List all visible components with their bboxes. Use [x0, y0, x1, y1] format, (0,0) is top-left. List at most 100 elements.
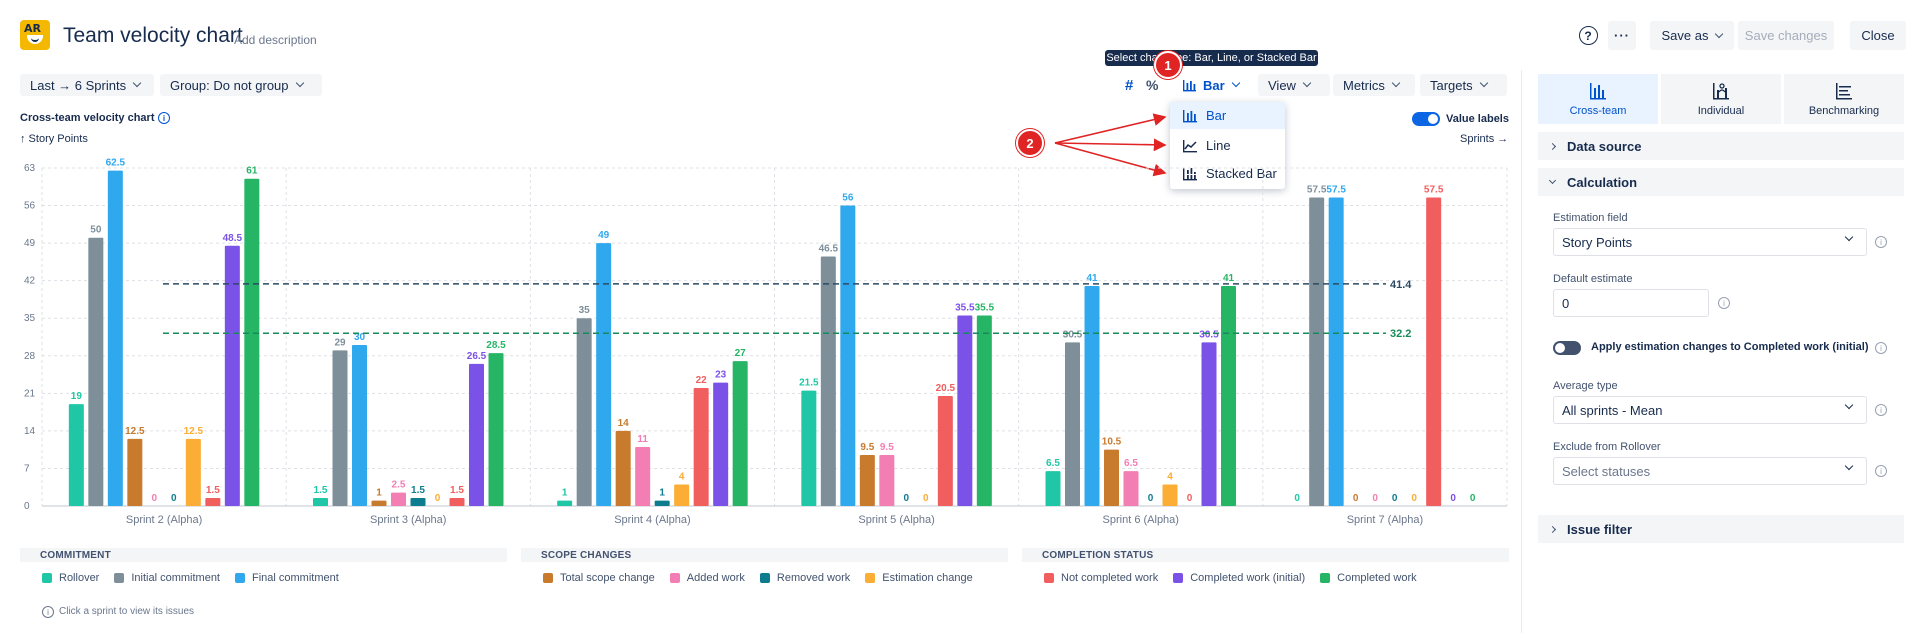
- help-icon[interactable]: i: [1875, 404, 1887, 416]
- legend-item-added-work[interactable]: Added work: [669, 572, 745, 584]
- exclude-rollover-label: Exclude from Rollover: [1553, 441, 1661, 453]
- target-label: 41.4: [1390, 279, 1412, 291]
- select-placeholder: Select statuses: [1562, 463, 1651, 479]
- bar-value-label: 0: [1187, 493, 1193, 504]
- metrics-button[interactable]: Metrics: [1333, 74, 1415, 96]
- x-tick-label: Sprint 6 (Alpha): [1103, 514, 1179, 526]
- bar-value-label: 0: [1450, 493, 1456, 504]
- chart-mode-tabs: Cross-team Individual Benchmarking: [1538, 74, 1904, 124]
- section-label: Data source: [1567, 138, 1642, 154]
- bar-value-label: 1: [376, 488, 382, 499]
- bar-value-label: 12.5: [184, 426, 204, 437]
- save-as-label: Save as: [1661, 28, 1709, 43]
- default-estimate-input[interactable]: 0: [1553, 289, 1709, 317]
- page-title[interactable]: Team velocity chart: [63, 24, 243, 47]
- help-icon[interactable]: i: [1875, 236, 1887, 248]
- sprints-filter-button[interactable]: Last → 6 Sprints: [20, 74, 154, 96]
- estimation-field-select[interactable]: Story Points: [1553, 228, 1867, 256]
- bar: [371, 500, 387, 506]
- tab-individual[interactable]: Individual: [1661, 74, 1781, 124]
- section-data-source[interactable]: Data source: [1538, 132, 1904, 160]
- value-labels-toggle[interactable]: [1412, 112, 1440, 126]
- bar: [635, 446, 651, 506]
- bar: [557, 500, 573, 506]
- benchmark-chart-icon: [1836, 82, 1852, 99]
- legend-item-estimation-change[interactable]: Estimation change: [865, 572, 973, 584]
- bar: [596, 243, 612, 506]
- input-value: 0: [1562, 295, 1570, 311]
- legend-item-completed-work-initial[interactable]: Completed work (initial): [1173, 572, 1305, 584]
- bar-value-label: 28.5: [486, 340, 506, 351]
- bar-value-label: 61: [246, 166, 258, 177]
- bar: [107, 170, 123, 506]
- legend-item-final-commitment[interactable]: Final commitment: [235, 572, 339, 584]
- bar-value-label: 50: [90, 225, 102, 236]
- menu-item-line[interactable]: Line: [1170, 132, 1285, 159]
- absolute-values-toggle[interactable]: #: [1125, 76, 1134, 94]
- bar-value-label: 9.5: [860, 442, 874, 453]
- chevron-down-icon: [1231, 78, 1240, 88]
- save-changes-button[interactable]: Save changes: [1738, 21, 1834, 50]
- group-by-button[interactable]: Group: Do not group: [160, 74, 322, 96]
- bar-value-label: 4: [1167, 472, 1173, 483]
- help-icon[interactable]: i: [1875, 465, 1887, 477]
- apply-estimation-label: Apply estimation changes to Completed wo…: [1591, 341, 1869, 353]
- chevron-down-icon: [1479, 78, 1488, 88]
- bar-value-label: 26.5: [467, 351, 487, 362]
- y-axis-label: ↑ Story Points: [20, 133, 88, 145]
- legend-item-completed-work[interactable]: Completed work: [1320, 572, 1417, 584]
- view-button[interactable]: View: [1258, 74, 1330, 96]
- legend-item-not-completed-work[interactable]: Not completed work: [1044, 572, 1158, 584]
- bar: [820, 256, 836, 506]
- targets-button[interactable]: Targets: [1420, 74, 1507, 96]
- bar-value-label: 46.5: [819, 244, 839, 255]
- section-issue-filter[interactable]: Issue filter: [1538, 515, 1904, 543]
- help-icon[interactable]: i: [1718, 297, 1730, 309]
- apply-estimation-toggle[interactable]: [1553, 341, 1581, 355]
- chevron-down-icon: [1844, 461, 1854, 471]
- percent-values-toggle[interactable]: %: [1146, 77, 1159, 93]
- menu-item-stacked-bar[interactable]: Stacked Bar: [1170, 160, 1285, 187]
- x-tick-label: Sprint 3 (Alpha): [370, 514, 446, 526]
- bar: [449, 497, 465, 506]
- legend-item-total-scope-change[interactable]: Total scope change: [543, 572, 655, 584]
- more-button[interactable]: ···: [1608, 21, 1636, 50]
- legend-item-removed-work[interactable]: Removed work: [759, 572, 850, 584]
- close-button[interactable]: Close: [1850, 21, 1906, 50]
- bar-value-label: 1: [659, 488, 665, 499]
- average-type-select[interactable]: All sprints - Mean: [1553, 396, 1867, 424]
- legend-item-rollover[interactable]: Rollover: [42, 572, 99, 584]
- help-icon[interactable]: i: [1875, 342, 1887, 354]
- chevron-down-icon: [295, 78, 304, 88]
- legend-label: Initial commitment: [131, 572, 220, 584]
- bar: [224, 245, 240, 506]
- tab-cross-team[interactable]: Cross-team: [1538, 74, 1658, 124]
- bar: [1201, 342, 1217, 506]
- legend-item-initial-commitment[interactable]: Initial commitment: [114, 572, 220, 584]
- menu-item-bar[interactable]: Bar: [1170, 102, 1285, 129]
- exclude-rollover-select[interactable]: Select statuses: [1553, 457, 1867, 485]
- info-icon[interactable]: i: [158, 112, 170, 124]
- app-logo: AR: [20, 20, 50, 50]
- bar-value-label: 57.5: [1326, 185, 1346, 196]
- help-button[interactable]: ?: [1574, 21, 1602, 50]
- chart-title: Cross-team velocity chart: [20, 112, 155, 124]
- legend-label: Completed work: [1337, 572, 1417, 584]
- group-by-label: Group: Do not group: [170, 77, 289, 93]
- bar-value-label: 1: [562, 488, 568, 499]
- legend-swatch: [235, 573, 245, 583]
- tab-label: Benchmarking: [1808, 104, 1880, 117]
- bar-value-label: 35.5: [975, 303, 995, 314]
- add-description-link[interactable]: Add description: [234, 33, 317, 47]
- bar: [1221, 286, 1236, 506]
- tab-benchmarking[interactable]: Benchmarking: [1784, 74, 1904, 124]
- bar: [313, 497, 328, 506]
- chart-type-button[interactable]: Bar: [1172, 74, 1251, 96]
- legend-swatch: [1173, 573, 1184, 583]
- save-as-button[interactable]: Save as: [1650, 21, 1734, 50]
- bar: [1426, 197, 1442, 506]
- x-axis-label: Sprints →: [1460, 133, 1509, 145]
- bar: [674, 484, 690, 506]
- section-calculation[interactable]: Calculation: [1538, 168, 1904, 196]
